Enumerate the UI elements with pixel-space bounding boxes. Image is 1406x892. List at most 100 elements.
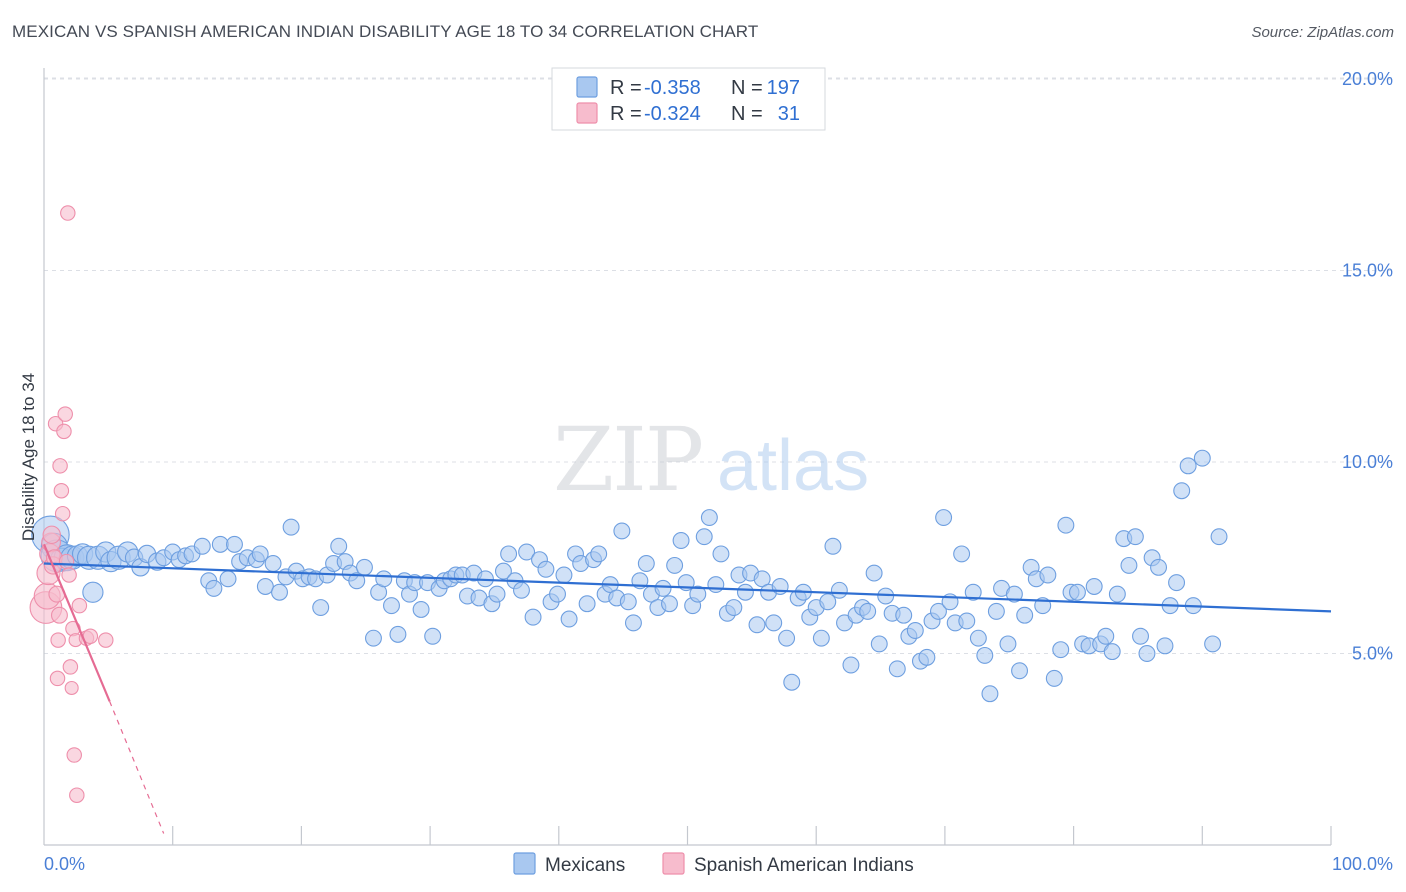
mexicans-point [969,629,987,647]
watermark-atlas: atlas [717,426,869,506]
legend-r-value-sai: -0.324 [644,103,701,125]
mexicans-point [537,560,555,578]
grid-lines [44,77,1394,654]
mexicans-point [707,576,725,594]
mexicans-point [1057,516,1075,534]
sai-point [42,525,61,544]
bottom-legend-label-mexicans: Mexicans [545,855,625,876]
mexicans-point [355,558,373,576]
mexicans-point [518,543,536,561]
mexicans-point [205,579,223,597]
mexicans-point [383,597,400,615]
mexicans-point [375,570,393,588]
mexicans-point [1193,449,1211,467]
mexicans-point [1097,627,1115,645]
mexicans-point [365,629,382,647]
mexicans-point [999,635,1017,653]
mexicans-point [256,578,274,595]
mexicans-point [560,610,578,628]
mexicans-point [282,518,300,536]
legend-r-label-sai: R = [610,103,642,125]
mexicans-point [1156,637,1174,655]
mexicans-point [819,593,837,611]
mexicans-point [500,545,518,563]
mexicans-point [330,537,348,555]
mexicans-point [555,566,573,584]
mexicans-point [211,535,229,553]
y-tick-labels: 5.0% 10.0% 15.0% 20.0% [1342,69,1393,664]
mexicans-point [1138,645,1156,662]
bottom-legend-label-sai: Spanish American Indians [694,855,914,876]
mexicans-point [953,545,971,563]
mexicans-point [695,528,713,546]
y-tick-label: 15.0% [1342,261,1393,281]
bottom-legend-swatch-sai [662,852,685,875]
mexicans-point [1120,556,1138,574]
mexicans-point [865,564,883,582]
mexicans-point [689,585,707,603]
mexicans-point [1150,558,1168,576]
sai-point [60,205,76,221]
mexicans-point [964,583,982,601]
sai-trend-extension [109,701,165,834]
mexicans-point [935,509,953,527]
mexicans-point [1168,574,1186,592]
mexicans-point [624,614,642,632]
mexicans-point [312,599,330,617]
mexicans-point [488,585,506,603]
x-tick-labels: 0.0% 100.0% [44,854,1393,874]
bottom-legend: Mexicans Spanish American Indians [513,852,914,876]
legend-swatch-sai [576,102,598,124]
mexicans-point [590,545,608,563]
mexicans-point [654,579,672,597]
mexicans-point [389,625,407,643]
mexicans-point [1103,643,1121,661]
mexicans-point [812,629,830,647]
mexicans-point [1179,457,1197,475]
mexicans-point [748,616,766,634]
mexicans-point [778,629,796,647]
mexicans-point [578,595,596,613]
legend-box: R = -0.358 N = 197 R = -0.324 N = 31 [551,67,826,131]
bottom-legend-swatch-mexicans [513,852,536,875]
mexicans-trend-line [43,562,1332,613]
y-axis-title: Disability Age 18 to 34 [19,373,38,541]
mexicans-point [412,600,430,618]
mexicans-point [712,545,730,563]
legend-n-value-sai: 31 [778,103,800,125]
mexicans-point [219,570,237,588]
mexicans-point [619,593,637,611]
legend-n-label-sai: N = [731,103,763,125]
mexicans-point [888,660,906,678]
sai-point [58,553,75,570]
axes [43,68,1332,846]
mexicans-point [1045,669,1063,687]
mexicans-point [736,583,754,601]
series-spanish-american-indians-points [29,205,114,803]
mexicans-point [82,581,104,603]
mexicans-point [958,612,976,630]
mexicans-point [895,606,913,624]
sai-point [98,632,114,648]
mexicans-point [1132,627,1149,645]
mexicans-point [765,614,783,632]
mexicans-point [424,627,442,645]
mexicans-point [1126,528,1144,546]
sai-trend-line [42,543,111,702]
x-tick-label-max: 100.0% [1332,854,1393,874]
sai-point [49,670,66,687]
mexicans-point [193,537,211,555]
sai-point [53,482,70,499]
sai-point [71,597,88,614]
mexicans-point [348,572,366,590]
mexicans-point [264,555,282,572]
mexicans-point [271,583,288,601]
mexicans-point [513,581,530,599]
mexicans-point [918,648,936,666]
legend-swatch-mexicans [576,76,598,98]
mexicans-point [251,545,269,563]
mexicans-point [1068,583,1086,601]
mexicans-point [976,646,994,664]
mexicans-point [1005,585,1023,603]
mexicans-point [1016,606,1034,624]
